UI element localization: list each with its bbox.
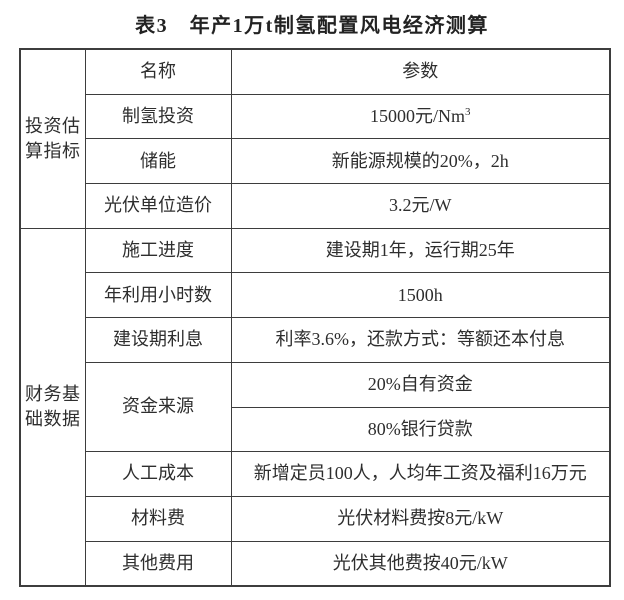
hydrogen-investment-value: 15000元/Nm3 xyxy=(230,93,611,140)
table-row-construction-schedule: 财务基础数据 施工进度 建设期1年，运行期25年 xyxy=(19,227,611,587)
group-label-investment-estimate: 投资估算指标 xyxy=(19,48,86,229)
table-row-pv-unit-cost: 光伏单位造价 3.2元/W xyxy=(20,183,611,229)
funding-source-equity-value: 20%自有资金 xyxy=(230,361,611,408)
economics-table: 投资估算指标 名称 参数 制氢投资 15000元/Nm3 储能 新能源规模的20… xyxy=(19,48,611,588)
annual-utilization-hours-name: 年利用小时数 xyxy=(84,272,232,319)
table-row-header: 投资估算指标 名称 参数 xyxy=(19,48,611,229)
header-param-cell: 参数 xyxy=(230,48,611,95)
energy-storage-value: 新能源规模的20%，2h xyxy=(230,138,611,185)
table-row-hydrogen-investment: 制氢投资 15000元/Nm3 xyxy=(20,93,611,140)
pv-unit-cost-value: 3.2元/W xyxy=(230,183,611,229)
table-row-funding-source-equity: 资金来源 20%自有资金 xyxy=(20,361,611,453)
labor-cost-name: 人工成本 xyxy=(84,451,232,497)
table-caption: 表3 年产1万t制氢配置风电经济测算 xyxy=(135,15,489,37)
header-name-cell: 名称 xyxy=(84,48,232,95)
funding-source-loan-value: 80%银行贷款 xyxy=(230,406,611,453)
table-row-material-cost: 材料费 光伏材料费按8元/kW xyxy=(20,495,611,542)
construction-schedule-name: 施工进度 xyxy=(84,227,232,274)
pv-unit-cost-name: 光伏单位造价 xyxy=(84,183,232,229)
construction-schedule-value: 建设期1年，运行期25年 xyxy=(230,227,611,274)
energy-storage-name: 储能 xyxy=(84,138,232,185)
construction-interest-name: 建设期利息 xyxy=(84,317,232,363)
material-cost-value: 光伏材料费按8元/kW xyxy=(230,495,611,542)
labor-cost-value: 新增定员100人，人均年工资及福利16万元 xyxy=(230,451,611,497)
annual-utilization-hours-value: 1500h xyxy=(230,272,611,319)
hydrogen-investment-value-text: 15000元/Nm xyxy=(369,105,465,126)
table-row-other-cost: 其他费用 光伏其他费按40元/kW xyxy=(20,540,611,587)
table-row-construction-interest: 建设期利息 利率3.6%，还款方式：等额还本付息 xyxy=(20,317,611,363)
table-row-energy-storage: 储能 新能源规模的20%，2h xyxy=(20,138,611,185)
table-row-labor-cost: 人工成本 新增定员100人，人均年工资及福利16万元 xyxy=(20,451,611,497)
table-row-funding-source-loan: 80%银行贷款 xyxy=(20,406,611,453)
other-cost-value: 光伏其他费按40元/kW xyxy=(230,540,611,587)
table-row-annual-utilization-hours: 年利用小时数 1500h xyxy=(20,272,611,319)
funding-source-name: 资金来源 xyxy=(84,361,232,453)
material-cost-name: 材料费 xyxy=(84,495,232,542)
hydrogen-investment-name: 制氢投资 xyxy=(84,93,232,140)
group-label-financial-basic-data: 财务基础数据 xyxy=(19,227,86,587)
other-cost-name: 其他费用 xyxy=(84,540,232,587)
hydrogen-investment-value-sup: 3 xyxy=(465,105,471,118)
construction-interest-value: 利率3.6%，还款方式：等额还本付息 xyxy=(230,317,611,363)
